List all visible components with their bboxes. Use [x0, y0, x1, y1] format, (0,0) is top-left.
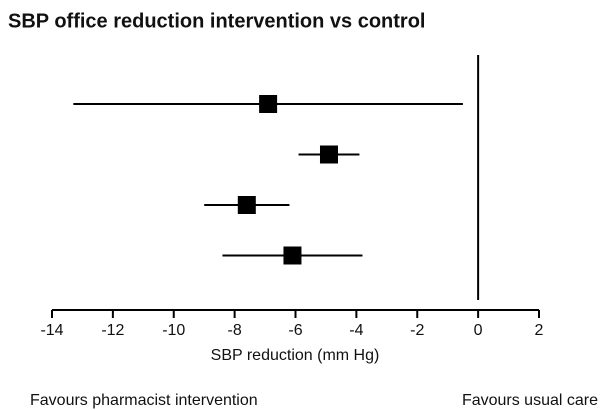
x-tick-label: -4 [349, 322, 363, 339]
point-marker [259, 95, 278, 113]
x-tick-label: 0 [474, 322, 483, 339]
x-axis-label: SBP reduction (mm Hg) [211, 347, 380, 364]
annotation: Favours pharmacist intervention [30, 392, 258, 409]
point-marker [237, 196, 256, 214]
chart-title: SBP office reduction intervention vs con… [8, 10, 425, 32]
point-marker [319, 145, 338, 164]
x-tick-label: -14 [40, 322, 63, 339]
x-tick-label: -12 [101, 322, 124, 339]
x-tick-label: -10 [162, 322, 185, 339]
annotation: Favours usual care [462, 392, 598, 409]
point-marker [283, 246, 302, 265]
x-tick-label: 2 [535, 322, 544, 339]
x-tick-label: -2 [410, 322, 424, 339]
x-tick-label: -6 [288, 322, 302, 339]
x-tick-label: -8 [228, 322, 242, 339]
